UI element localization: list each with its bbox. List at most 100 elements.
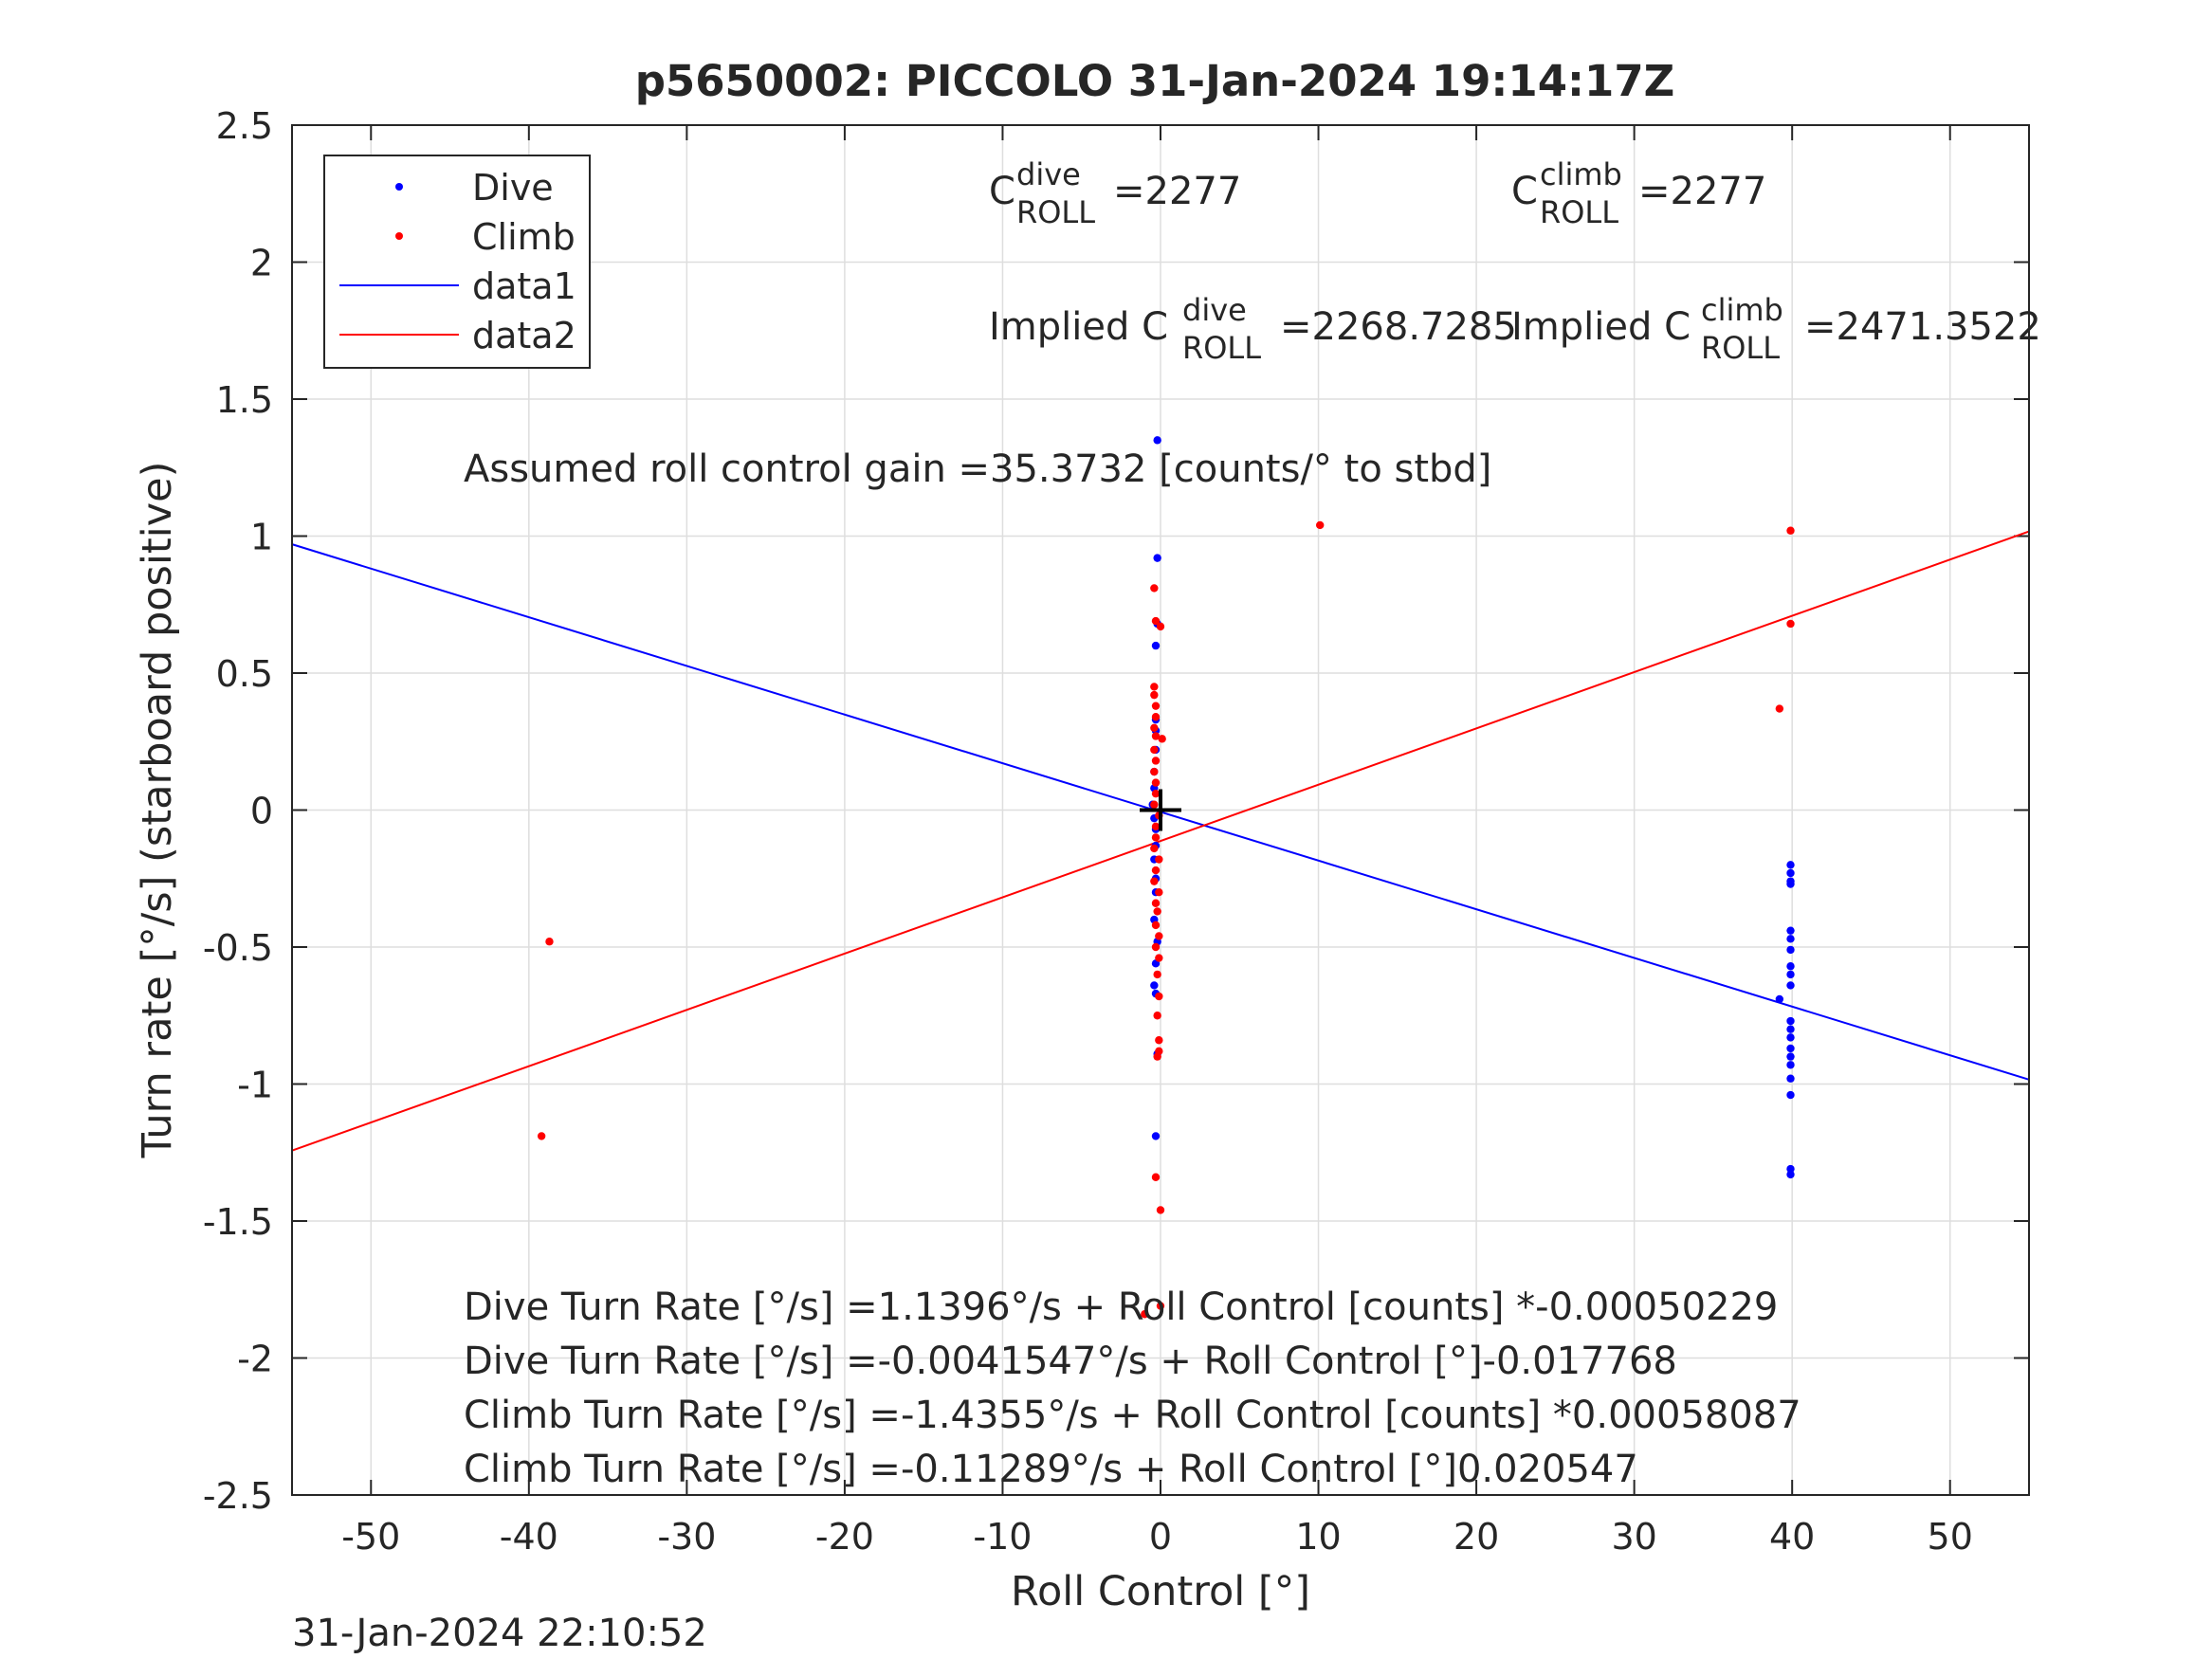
dive-point [1153,436,1161,445]
c-roll-dive-sub: ROLL [1016,194,1095,230]
c-roll-climb-base: C [1511,170,1538,213]
c-roll-dive-value: =2277 [1113,170,1241,213]
climb-point [1156,1206,1165,1214]
climb-point [1150,584,1159,592]
implied-climb-sub: ROLL [1701,330,1780,366]
climb-point [537,1132,546,1140]
dive-point [1786,861,1795,869]
implied-dive-prefix: Implied C [989,305,1168,349]
y-tick-label: 0.5 [216,653,273,695]
climb-point [1153,1012,1161,1020]
dive-point [1786,1025,1795,1033]
fit-equation-climb-counts: Climb Turn Rate [°/s] =-1.4355°/s + Roll… [464,1394,1801,1437]
climb-point [1151,757,1161,765]
dive-point [1786,970,1795,979]
climb-point [1151,822,1161,831]
y-tick-label: -1.5 [203,1201,273,1243]
legend-dive-marker [395,183,403,191]
climb-point [1150,745,1159,755]
dive-point [1151,641,1161,650]
climb-point [1153,1052,1161,1061]
data-points [537,436,1795,1319]
legend-data2-label: data2 [472,315,576,356]
dive-point [1150,981,1159,990]
footer-timestamp: 31-Jan-2024 22:10:52 [292,1612,707,1655]
c-roll-dive-base: C [989,170,1015,213]
c-roll-climb-value: =2277 [1638,170,1766,213]
climb-point [1151,789,1161,798]
y-axis-ticks: -2.5 -2 -1.5 -1 -0.5 0 0.5 1 1.5 2 2.5 [203,105,2029,1517]
y-tick-label: -0.5 [203,927,273,969]
x-tick-label: -20 [815,1516,874,1558]
climb-point [1156,622,1165,631]
dive-point [1786,981,1795,990]
c-roll-climb-sup: climb [1540,156,1622,192]
implied-dive-sub: ROLL [1182,330,1261,366]
climb-point [1155,992,1163,1001]
legend-data1-label: data1 [472,265,576,307]
chart-title: p5650002: PICCOLO 31-Jan-2024 19:14:17Z [635,56,1675,106]
climb-point [1775,704,1784,713]
climb-point [1155,888,1163,897]
climb-point [1786,619,1795,629]
gain-annotation: Assumed roll control gain =35.3732 [coun… [464,447,1491,491]
dive-point [1151,1132,1161,1140]
dive-point [1786,962,1795,971]
implied-climb-prefix: Implied C [1511,305,1691,349]
dive-point [1775,994,1784,1004]
x-tick-label: -50 [341,1516,400,1558]
x-axis-ticks: -50 -40 -30 -20 -10 0 10 20 30 40 50 [341,125,1973,1558]
climb-point [1150,877,1159,885]
x-tick-label: -10 [973,1516,1032,1558]
dive-point [1786,1033,1795,1042]
climb-point [1150,767,1159,776]
dive-point [1786,1170,1795,1179]
y-tick-label: -1 [237,1065,273,1106]
climb-point [1150,844,1159,853]
fit-equation-climb-degrees: Climb Turn Rate [°/s] =-0.11289°/s + Rol… [464,1448,1638,1491]
dive-point [1786,1074,1795,1083]
y-tick-label: 2.5 [216,105,273,147]
c-roll-dive-sup: dive [1016,156,1081,192]
climb-point [1158,735,1166,743]
legend: Dive Climb data1 data2 [323,155,591,369]
climb-point [1316,520,1325,530]
y-tick-label: 2 [250,243,273,284]
climb-point [1156,1302,1165,1310]
legend-box [323,155,591,369]
implied-dive-sup: dive [1182,292,1247,328]
y-tick-label: 1 [250,517,273,558]
climb-point [1150,690,1159,700]
y-tick-label: 1.5 [216,379,273,421]
climb-point [1151,833,1161,842]
dive-point [1786,868,1795,878]
origin-cross-marker [1140,789,1181,831]
climb-point [545,938,554,946]
implied-dive-value: =2268.7285 [1280,305,1517,349]
climb-point [1151,899,1161,907]
dive-point [1786,1052,1795,1061]
dive-point [1786,945,1795,955]
plot-border [291,124,2030,1496]
climb-point [1151,713,1161,721]
implied-climb-sup: climb [1701,292,1783,328]
climb-point [1151,732,1161,740]
fit-equation-dive-degrees: Dive Turn Rate [°/s] =-0.0041547°/s + Ro… [464,1340,1677,1383]
climb-point [1155,954,1163,962]
climb-point [1153,970,1161,979]
y-tick-label: 0 [250,791,273,832]
dive-point [1786,1016,1795,1026]
c-roll-dive-annotation: C [989,170,1015,213]
x-tick-label: 50 [1928,1516,1973,1558]
x-tick-label: 10 [1295,1516,1341,1558]
climb-point [1155,1036,1163,1045]
dive-point [1786,1061,1795,1069]
legend-climb-marker [395,232,403,240]
climb-point [1151,866,1161,875]
climb-point [1150,723,1159,732]
climb-point [1151,778,1161,787]
x-tick-label: 20 [1453,1516,1499,1558]
x-tick-label: 0 [1149,1516,1172,1558]
y-tick-label: -2 [237,1339,273,1380]
